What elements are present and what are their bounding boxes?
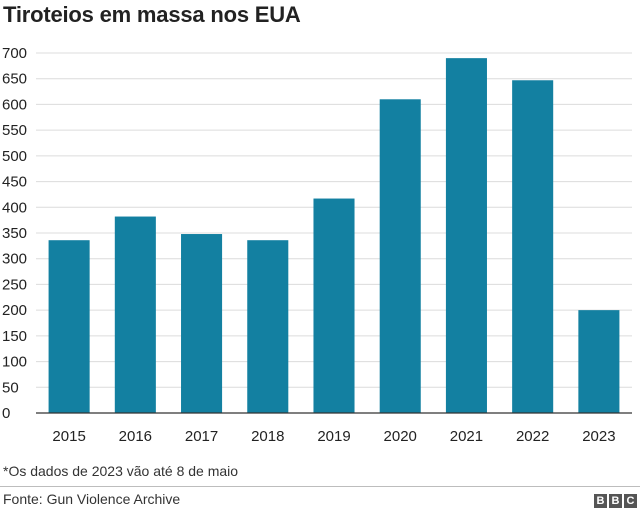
x-tick-label: 2018 [251, 428, 284, 445]
y-tick-label: 200 [2, 302, 27, 319]
y-tick-label: 50 [2, 379, 19, 396]
logo-letter: B [609, 494, 622, 508]
x-tick-label: 2023 [582, 428, 615, 445]
logo-letter: B [594, 494, 607, 508]
bar-2017 [181, 234, 223, 413]
chart-title: Tiroteios em massa nos EUA [3, 2, 301, 27]
y-tick-label: 400 [2, 199, 27, 216]
y-tick-label: 500 [2, 148, 27, 165]
y-tick-label: 300 [2, 251, 27, 268]
x-tick-label: 2017 [185, 428, 218, 445]
y-tick-label: 100 [2, 354, 27, 371]
source-credit: Fonte: Gun Violence Archive [3, 491, 181, 507]
footnote: *Os dados de 2023 vão até 8 de maio [3, 463, 239, 479]
y-tick-label: 450 [2, 174, 27, 191]
bbc-logo: B B C [594, 494, 637, 508]
y-tick-label: 150 [2, 328, 27, 345]
divider [0, 486, 640, 487]
bar-2021 [445, 58, 487, 414]
bar-2015 [48, 240, 90, 413]
x-tick-label: 2016 [119, 428, 152, 445]
y-tick-label: 250 [2, 276, 27, 293]
x-tick-label: 2020 [384, 428, 417, 445]
bar-2023 [578, 310, 620, 413]
bar-chart: 0 50 100 150 200 250 300 350 400 450 500 550 600 650 7… [2, 45, 632, 445]
logo-letter: C [624, 494, 637, 508]
y-tick-label: 0 [2, 405, 10, 422]
y-tick-label: 650 [2, 71, 27, 88]
x-tick-label: 2021 [450, 428, 483, 445]
bar-2016 [114, 216, 156, 413]
y-tick-label: 600 [2, 96, 27, 113]
x-tick-label: 2015 [52, 428, 85, 445]
x-tick-label: 2019 [317, 428, 350, 445]
y-tick-label: 550 [2, 122, 27, 139]
y-tick-label: 700 [2, 45, 27, 62]
bar-2019 [313, 198, 355, 413]
bar-2018 [247, 240, 289, 413]
y-tick-label: 350 [2, 225, 27, 242]
bar-2022 [512, 80, 554, 413]
x-tick-label: 2022 [516, 428, 549, 445]
bar-2020 [379, 99, 421, 414]
